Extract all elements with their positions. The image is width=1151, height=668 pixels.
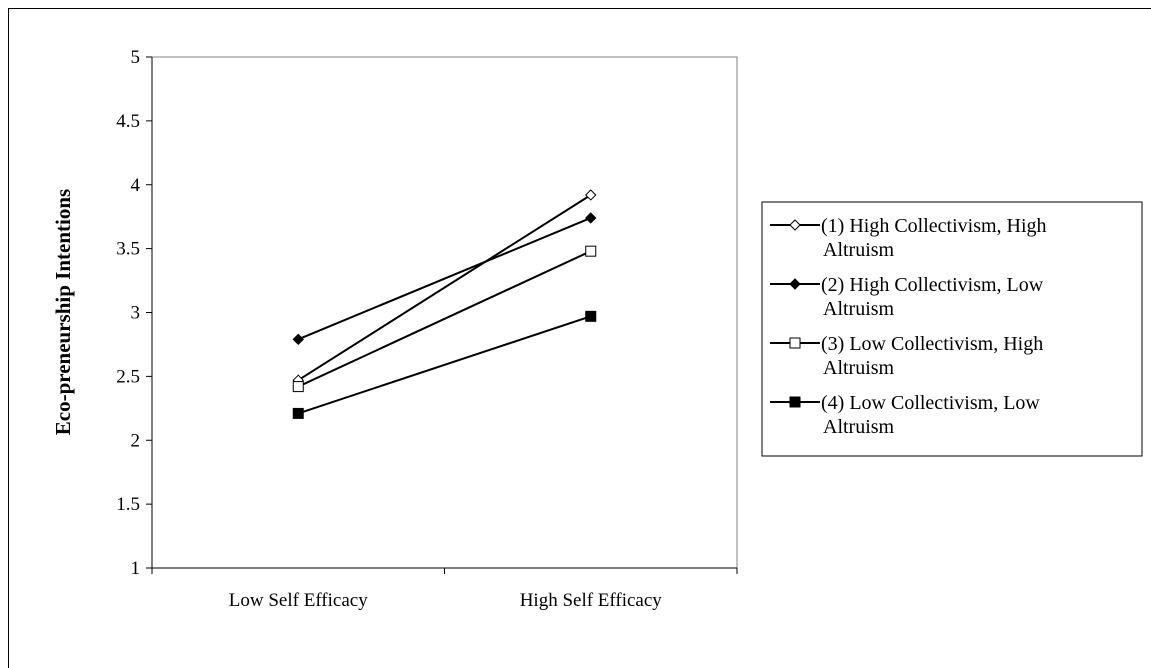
- legend-label-3: (3) Low Collectivism, High: [821, 333, 1043, 355]
- y-ticks: 1 1.5 2 2.5 3 3.5 4 4.5 5: [116, 47, 152, 579]
- series-2-point: [292, 333, 304, 346]
- y-tick-label: 4: [131, 175, 141, 196]
- series-4-point: [585, 310, 597, 322]
- x-tick-label: High Self Efficacy: [520, 590, 663, 611]
- y-axis-title: Eco-preneurship Intentions: [51, 189, 75, 435]
- series-3-point: [585, 245, 597, 257]
- series-line-3: [297, 250, 592, 388]
- plot-area: [151, 56, 738, 569]
- y-tick-label: 2: [131, 430, 141, 451]
- series-2-point: [585, 212, 597, 224]
- y-tick-label: 3: [131, 303, 141, 324]
- y-tick-label: 5: [131, 47, 141, 68]
- series-4-point: [292, 407, 304, 419]
- y-tick-label: 2.5: [116, 366, 140, 387]
- series-1-point: [585, 189, 597, 201]
- y-tick-label: 3.5: [116, 239, 140, 260]
- series-3-point: [292, 381, 304, 393]
- legend-marker-1: [789, 219, 801, 231]
- legend-label-1: Altruism: [823, 239, 895, 261]
- legend-label-2: Altruism: [823, 298, 895, 320]
- legend-marker-4: [789, 396, 801, 408]
- legend-marker-2: [789, 278, 801, 290]
- x-ticks: Low Self Efficacy High Self Efficacy: [151, 568, 738, 611]
- legend-label-4: Altruism: [823, 416, 895, 438]
- y-tick-label: 1.5: [116, 494, 140, 515]
- series-line-2: [297, 217, 592, 341]
- legend-label-3: Altruism: [823, 357, 895, 379]
- series-line-1: [297, 194, 592, 382]
- chart: 1 1.5 2 2.5 3 3.5 4 4.5 5 Low Self Efficacy High …: [51, 47, 1143, 611]
- legend-box: [761, 201, 1143, 457]
- series-line-4: [297, 315, 592, 415]
- legend-label-4: (4) Low Collectivism, Low: [821, 392, 1040, 414]
- legend-label-2: (2) High Collectivism, Low: [821, 274, 1044, 296]
- y-tick-label: 4.5: [116, 111, 140, 132]
- x-tick-label: Low Self Efficacy: [229, 590, 368, 611]
- series-group: [292, 189, 597, 419]
- y-tick-label: 1: [131, 558, 141, 579]
- figure-frame: [8, 8, 1151, 668]
- legend-marker-3: [789, 337, 801, 349]
- legend-label-1: (1) High Collectivism, High: [821, 215, 1047, 237]
